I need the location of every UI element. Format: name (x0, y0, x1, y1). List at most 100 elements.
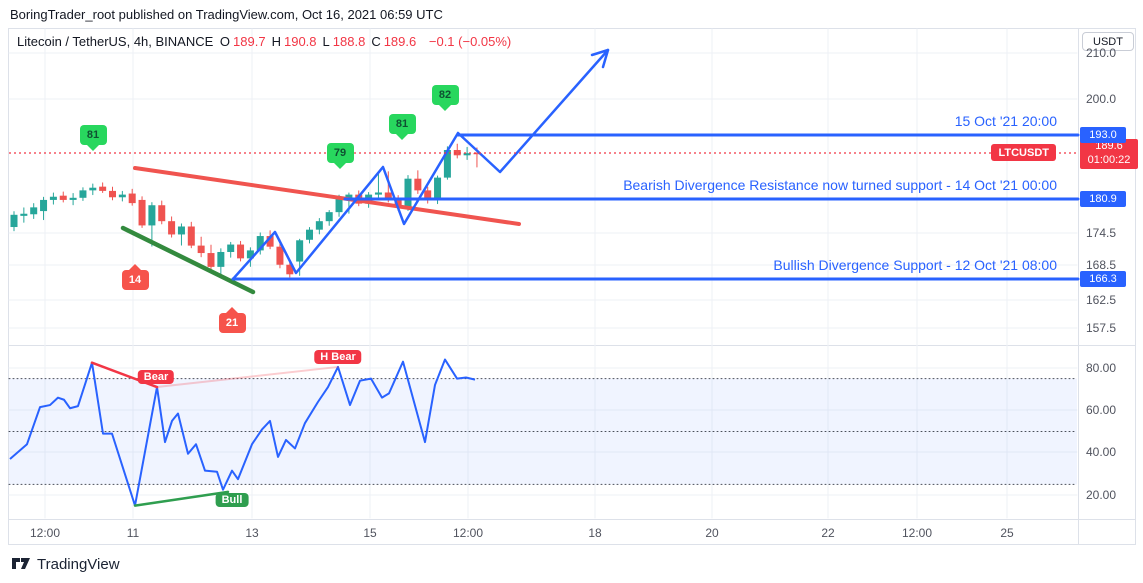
candle-body (473, 153, 481, 155)
chart-frame (8, 28, 1136, 545)
ohlc-L: L 188.8 (322, 34, 366, 49)
candle-body (177, 226, 185, 235)
ohlc-O: O 189.7 (219, 34, 266, 49)
candle-body (296, 240, 304, 262)
oscillator-line (9, 358, 476, 507)
time-axis-label: 13 (245, 526, 259, 540)
projection-zigzag-line[interactable] (231, 48, 610, 281)
divergence-line-h-bear[interactable] (156, 365, 339, 389)
price-axis-tick: 200.0 (1086, 92, 1117, 106)
candle-body (148, 205, 156, 226)
candle-body (394, 199, 402, 208)
candle-body (79, 190, 87, 198)
symbol-header[interactable]: Litecoin / TetherUS, 4h, BINANCE O 189.7 H… (17, 34, 514, 49)
current-price-symbol-flag: LTCUSDT (991, 144, 1056, 161)
price-change: −0.1 (−0.05%) (428, 34, 512, 49)
candle-body (89, 187, 97, 191)
bearish-resistance-trendline[interactable] (133, 166, 521, 226)
pattern-marker-14[interactable]: 14 (121, 270, 149, 290)
candle-body (345, 194, 353, 199)
resistance-level-label[interactable]: 15 Oct '21 20:00 (954, 113, 1057, 129)
time-axis-label: 12:00 (452, 526, 484, 540)
candle-body (256, 236, 264, 251)
candle-body (227, 244, 235, 252)
candle-body (69, 197, 77, 200)
tradingview-watermark[interactable]: TradingView (12, 556, 120, 573)
candle-body (237, 244, 245, 259)
candle-body (434, 177, 442, 201)
time-axis-label: 22 (821, 526, 835, 540)
candle-body (463, 153, 471, 156)
price-axis-tick: 20.00 (1086, 488, 1117, 502)
candle-body (443, 149, 451, 178)
candle-body (99, 186, 107, 191)
candle-body (424, 190, 432, 201)
candle-body (325, 212, 333, 222)
price-level-axis-badge-0: 193.0 (1080, 127, 1126, 143)
pane-separator[interactable] (8, 345, 1136, 346)
candle-body (384, 192, 392, 200)
time-axis-label: 25 (1000, 526, 1014, 540)
ohlc-values: O 189.7 H 190.8 L 188.8 C 189.6 (220, 34, 422, 49)
tradingview-logo-text: TradingView (37, 556, 120, 573)
candle-body (217, 251, 225, 267)
divergence-line-bull[interactable] (133, 490, 230, 507)
time-axis-separator (8, 519, 1136, 520)
candle-body (10, 214, 18, 228)
oscillator-band (9, 378, 1077, 485)
current-price-axis-badge: 189.6 01:00:22 (1080, 139, 1138, 169)
price-axis-tick: 210.0 (1086, 46, 1117, 60)
candle-body (276, 246, 284, 265)
divergence-label-bear[interactable]: Bear (137, 370, 175, 384)
ohlc-C: C 189.6 (371, 34, 417, 49)
candle-body (30, 207, 38, 215)
turned-support-level-label[interactable]: Bearish Divergence Resistance now turned… (623, 177, 1057, 193)
candle-body (374, 192, 382, 195)
currency-toggle-button[interactable]: USDT (1082, 32, 1134, 51)
candle-body (158, 205, 166, 222)
bullish-support-level-label[interactable]: Bullish Divergence Support - 12 Oct '21 … (773, 257, 1057, 273)
price-axis-separator[interactable] (1078, 28, 1079, 545)
pattern-marker-81[interactable]: 81 (79, 125, 107, 145)
candle-body (59, 195, 67, 200)
candle-body (128, 193, 136, 204)
candle-body (20, 213, 28, 216)
price-axis-tick: 174.5 (1086, 226, 1117, 240)
candle-body (168, 221, 176, 235)
price-axis-tick: 162.5 (1086, 293, 1117, 307)
price-axis-tick: 60.00 (1086, 403, 1117, 417)
candle-body (207, 253, 215, 267)
divergence-label-h-bear[interactable]: H Bear (314, 350, 362, 364)
ohlc-H: H 190.8 (271, 34, 317, 49)
candle-body (246, 250, 254, 259)
candle-body (118, 194, 126, 198)
candle-body (187, 226, 195, 246)
price-level-axis-badge-1: 180.9 (1080, 191, 1126, 207)
divergence-label-bull[interactable]: Bull (215, 493, 249, 507)
pattern-marker-79[interactable]: 79 (326, 143, 354, 163)
candle-body (315, 221, 323, 230)
candle-body (404, 178, 412, 208)
candle-body (306, 229, 313, 240)
time-axis-label: 15 (363, 526, 377, 540)
pattern-marker-82[interactable]: 82 (431, 85, 459, 105)
candle-body (335, 198, 343, 213)
candle-body (286, 264, 294, 275)
candle-body (109, 190, 116, 198)
time-axis-label: 20 (705, 526, 719, 540)
pattern-marker-81[interactable]: 81 (388, 114, 416, 134)
tradingview-logo-icon (12, 558, 30, 569)
bullish-support-trendline[interactable] (120, 225, 256, 295)
current-price-value: 189.6 (1095, 140, 1123, 153)
candle-body (138, 199, 146, 226)
pattern-marker-21[interactable]: 21 (218, 313, 246, 333)
candle-body (49, 196, 57, 200)
time-axis-label: 11 (126, 526, 140, 540)
candle-body (414, 178, 422, 191)
time-axis-label: 12:00 (901, 526, 933, 540)
publish-attribution: BoringTrader_root published on TradingVi… (10, 7, 443, 22)
candle-body (40, 199, 48, 212)
symbol-title[interactable]: Litecoin / TetherUS, 4h, BINANCE (17, 34, 214, 49)
